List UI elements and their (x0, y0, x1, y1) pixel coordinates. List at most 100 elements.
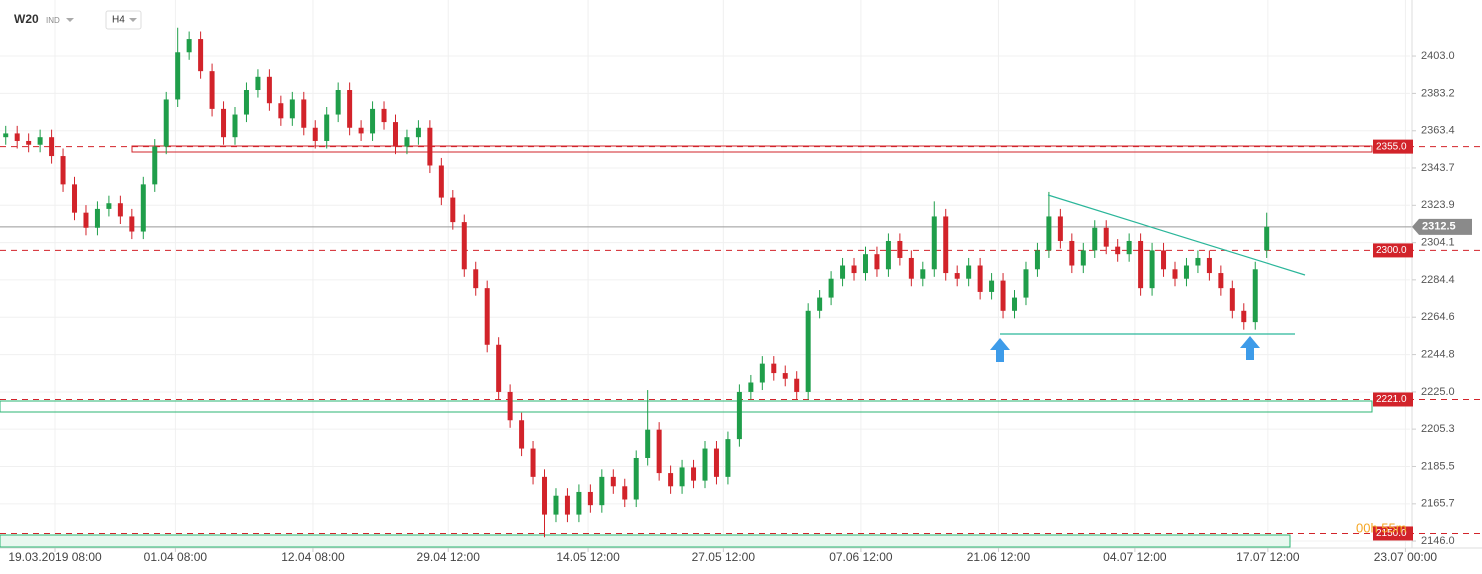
candle-body (358, 127, 364, 134)
candle-body (347, 90, 353, 128)
candle-body (26, 140, 32, 145)
candle-body (564, 495, 570, 515)
candle-body (1138, 240, 1144, 289)
candle-body (14, 133, 20, 141)
candle-body (702, 448, 708, 481)
candle-body (862, 254, 868, 274)
candle-body (622, 486, 628, 500)
y-tick-label: 2403.0 (1421, 50, 1455, 62)
candle-body (1252, 269, 1258, 323)
candle-body (427, 127, 433, 166)
candle-body (117, 203, 123, 217)
candle-body (37, 137, 43, 145)
x-tick-label: 12.04 08:00 (281, 550, 345, 564)
candle-body (404, 137, 410, 147)
y-tick-label: 2225.0 (1421, 386, 1455, 398)
x-tick-label: 29.04 12:00 (417, 550, 481, 564)
y-tick-label: 2264.6 (1421, 311, 1455, 323)
candle-body (713, 448, 719, 477)
price-label: 2312.5 (1422, 221, 1456, 233)
candle-body (610, 476, 616, 487)
candle-body (645, 429, 651, 458)
candle-body (668, 473, 674, 487)
candle-body (1229, 288, 1235, 311)
candle-body (794, 378, 800, 392)
y-tick-label: 2205.3 (1421, 423, 1455, 435)
interval: H4 (112, 15, 125, 26)
level-label: 2355.0 (1376, 141, 1407, 152)
y-tick-label: 2165.7 (1421, 498, 1455, 510)
candle-body (278, 103, 284, 119)
x-tick-label: 07.06 12:00 (829, 550, 893, 564)
candle-body (1183, 265, 1189, 279)
candle-body (828, 278, 834, 298)
candle-body (1218, 273, 1224, 289)
y-tick-label: 2323.9 (1421, 199, 1455, 211)
candle-body (175, 52, 181, 100)
candle-body (599, 476, 605, 506)
candle-body (771, 363, 777, 374)
candle-body (519, 420, 525, 449)
candle-body (438, 165, 444, 198)
candle-body (576, 491, 582, 515)
support-zone (0, 534, 1291, 548)
candle-body (140, 184, 146, 232)
candle-body (1126, 240, 1132, 255)
trend-line (1047, 194, 1306, 276)
support-zone (0, 400, 1373, 413)
y-tick-label: 2146.0 (1421, 535, 1455, 547)
candle-body (679, 467, 685, 487)
interval-select[interactable] (105, 10, 142, 30)
candle-body (840, 265, 846, 279)
candle-body (1080, 250, 1086, 266)
y-tick-label: 2304.1 (1421, 237, 1455, 249)
x-tick-label: 01.04 08:00 (144, 550, 208, 564)
candle-body (198, 39, 204, 72)
candle-body (484, 288, 490, 345)
level-label-box (1373, 139, 1413, 154)
dropdown-icon[interactable] (129, 18, 137, 22)
candle-body (152, 146, 158, 185)
candle-body (782, 373, 788, 379)
candle-body (335, 90, 341, 115)
candle-body (49, 137, 55, 157)
arrow-up (1240, 336, 1260, 360)
candle-body (1206, 257, 1212, 274)
level-label: 2150.0 (1376, 528, 1407, 539)
candle-body (1115, 246, 1121, 255)
candle-body (885, 240, 891, 270)
y-tick-label: 2185.5 (1421, 460, 1455, 472)
candle-body (1172, 269, 1178, 279)
candle-body (60, 156, 66, 185)
candle-body (106, 203, 112, 209)
candle-body (1069, 240, 1075, 266)
candle-body (1046, 216, 1052, 251)
candle-body (736, 391, 742, 440)
candle-body (931, 216, 937, 270)
candle-body (1012, 297, 1018, 311)
candle-body (243, 90, 249, 115)
candle-body (381, 108, 387, 123)
level-label: 2300.0 (1376, 245, 1407, 256)
candle-body (656, 429, 662, 474)
y-tick-label: 2383.2 (1421, 87, 1455, 99)
level-label-box (1373, 526, 1413, 541)
candle-body (1241, 310, 1247, 323)
x-tick-label: 04.07 12:00 (1103, 550, 1167, 564)
y-tick-label: 2363.4 (1421, 125, 1455, 137)
candle-body (1023, 269, 1029, 298)
candle-body (72, 184, 78, 213)
price-label-box (1412, 218, 1472, 235)
candle-body (966, 265, 972, 279)
candle-body (817, 297, 823, 311)
resistance-zone (131, 145, 1373, 153)
dropdown-icon[interactable] (66, 18, 74, 22)
candle-body (255, 76, 261, 91)
candle-body (415, 127, 421, 138)
candle-body (232, 114, 238, 138)
candle-body (874, 254, 880, 270)
candle-body (301, 99, 307, 128)
